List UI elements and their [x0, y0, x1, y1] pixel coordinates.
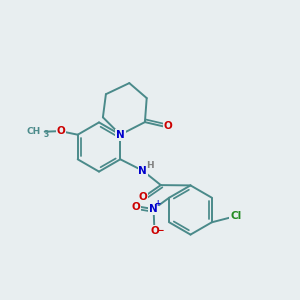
Text: N: N — [116, 130, 125, 140]
Text: O: O — [138, 192, 147, 202]
Text: O: O — [150, 226, 159, 236]
Text: O: O — [164, 121, 173, 131]
Text: N: N — [138, 166, 147, 176]
Text: Cl: Cl — [230, 211, 242, 221]
Text: H: H — [146, 161, 154, 170]
Text: −: − — [156, 226, 164, 235]
Text: CH: CH — [27, 127, 41, 136]
Text: +: + — [154, 200, 160, 208]
Text: O: O — [56, 125, 65, 136]
Text: 3: 3 — [44, 130, 49, 139]
Text: O: O — [132, 202, 141, 212]
Text: N: N — [149, 204, 158, 214]
